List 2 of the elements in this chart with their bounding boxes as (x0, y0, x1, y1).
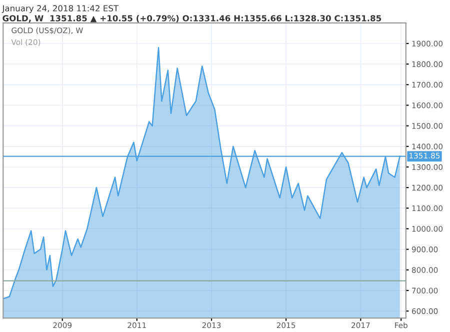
chart-subtitle: GOLD, W 1351.85 ▲ +10.55 (+0.79%) O:1331.46 H:1355.66 L:1328.30 C:1351.85 (2, 14, 382, 22)
chart-title: January 24, 2018 11:42 EST (2, 5, 119, 14)
